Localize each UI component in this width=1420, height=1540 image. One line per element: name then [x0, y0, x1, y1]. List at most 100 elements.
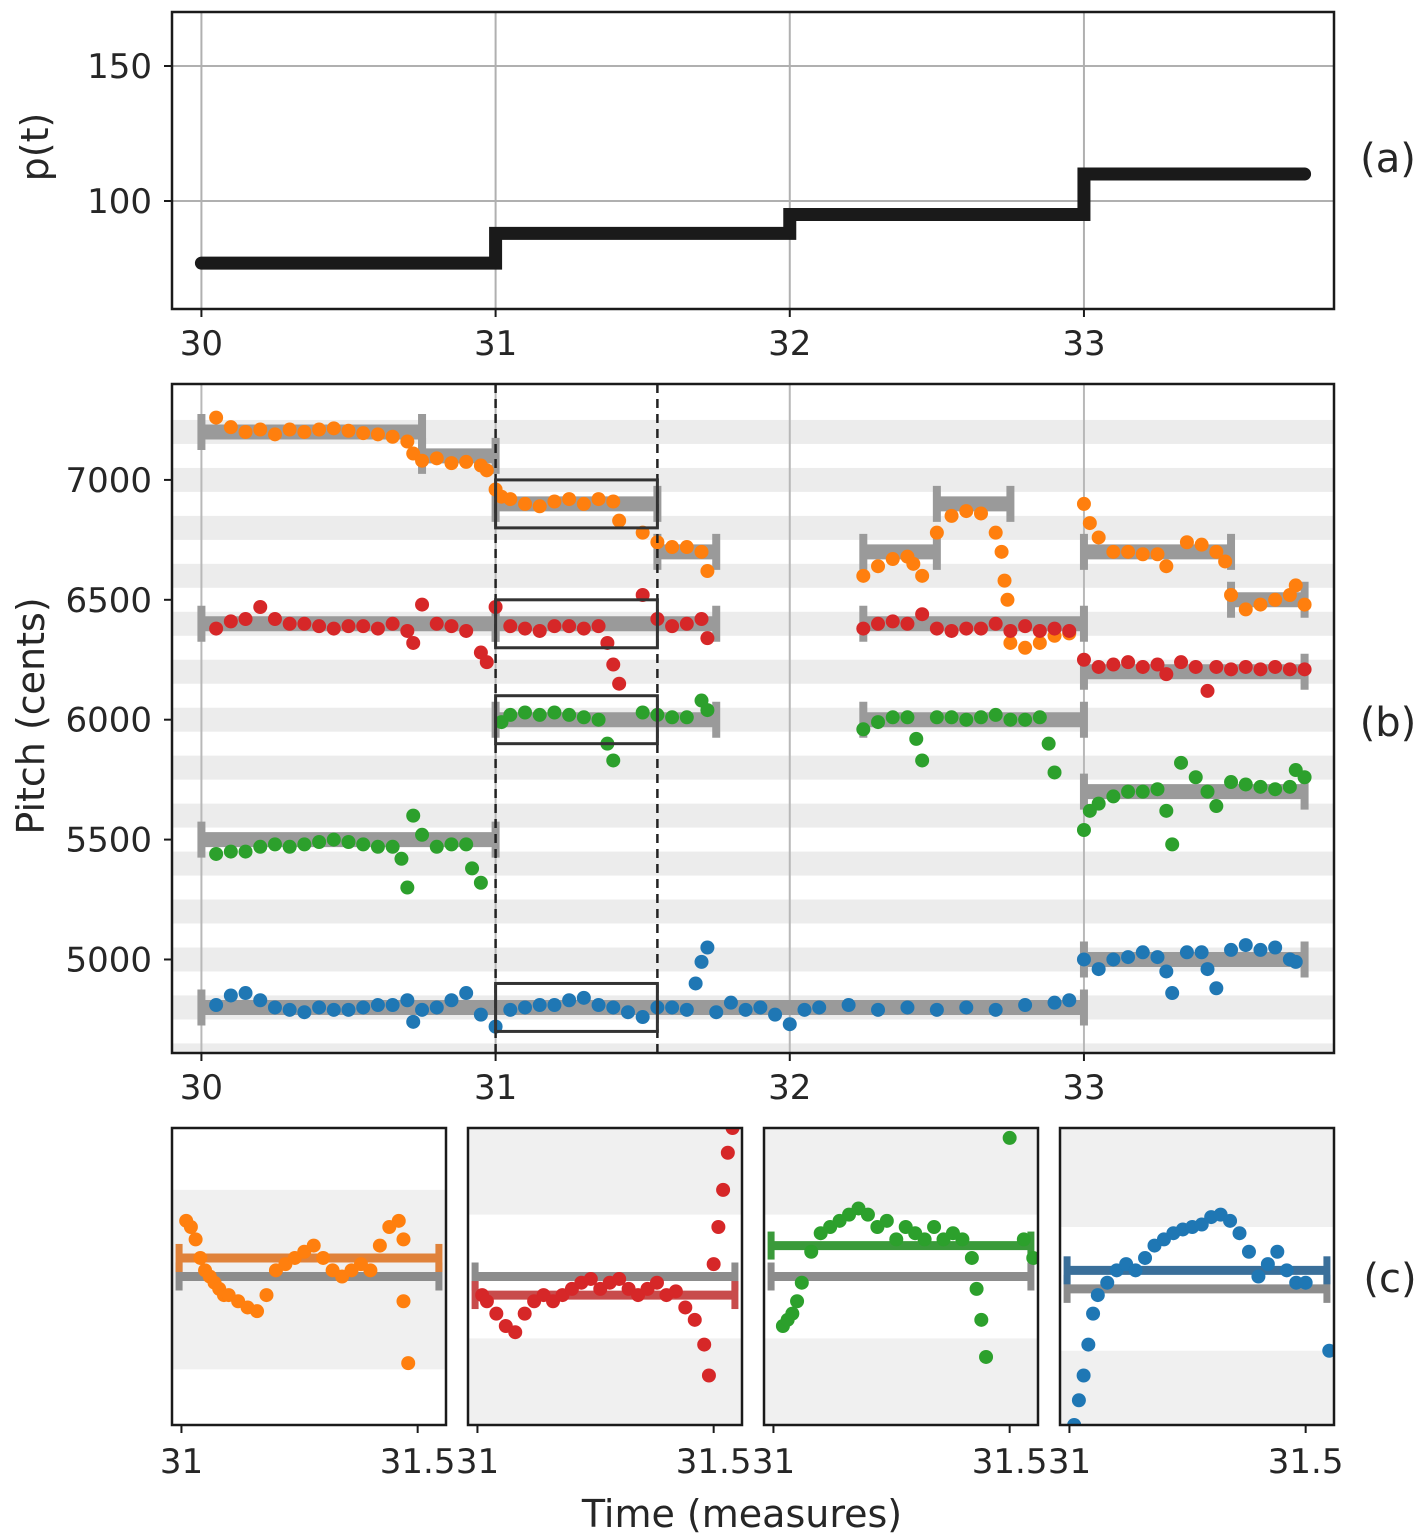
blue-zoom-pitch-point — [1279, 1263, 1294, 1278]
orange-zoom-pitch-point — [188, 1232, 203, 1247]
b-y-tick-label: 6500 — [65, 581, 152, 621]
red-zoom-pitch-point — [725, 1128, 740, 1135]
green-zoom-pitch-point — [889, 1232, 904, 1247]
red-pitch-point — [1209, 659, 1224, 674]
red-pitch-point — [885, 614, 900, 629]
panel-b-y-ticks: 5000 5500 6000 6500 7000 — [65, 461, 172, 980]
blue-pitch-point — [1159, 964, 1174, 979]
green-pitch-point — [1041, 736, 1056, 751]
red-pitch-point — [988, 616, 1003, 631]
green-zoom-pitch-point — [927, 1220, 942, 1234]
green-pitch-point — [1032, 710, 1047, 725]
blue-pitch-point — [606, 1000, 621, 1015]
red-pitch-point — [1003, 623, 1018, 638]
red-pitch-point — [356, 619, 371, 634]
red-pitch-point — [547, 619, 562, 634]
blue-zoom-pitch-point — [1298, 1275, 1313, 1290]
blue-pitch-point — [959, 1000, 974, 1015]
b-semitone-band — [172, 659, 1334, 684]
orange-pitch-point — [929, 525, 944, 540]
red-pitch-point — [1268, 659, 1283, 674]
blue-pitch-point — [518, 1000, 533, 1015]
subplot-x-tick-label: 31.5 — [380, 1442, 456, 1482]
blue-pitch-point — [591, 998, 606, 1013]
red-pitch-point — [1282, 662, 1297, 677]
subplot-x-tick-label: 31 — [160, 1442, 203, 1482]
subplot-x-tick-label: 31.5 — [972, 1442, 1048, 1482]
blue-pitch-point — [209, 998, 224, 1013]
blue-pitch-point — [370, 998, 385, 1013]
panel-a-tag: (a) — [1360, 136, 1416, 182]
subplot-plot-area — [468, 1128, 742, 1425]
blue-pitch-point — [753, 1000, 768, 1015]
orange-pitch-point — [988, 525, 1003, 540]
red-pitch-point — [429, 616, 444, 631]
blue-pitch-point — [576, 990, 591, 1005]
orange-pitch-point — [1091, 530, 1106, 545]
green-zoom-pitch-point — [1016, 1232, 1031, 1247]
red-zoom-pitch-point — [612, 1271, 627, 1286]
red-pitch-point — [406, 635, 421, 650]
blue-pitch-point — [356, 1000, 371, 1015]
blue-pitch-point — [415, 1002, 430, 1017]
blue-pitch-point — [503, 1002, 518, 1017]
red-pitch-point — [576, 621, 591, 636]
green-pitch-point — [473, 875, 488, 890]
highlight-box-blue — [494, 981, 659, 1033]
red-pitch-point — [267, 611, 282, 626]
panel-b-frame — [170, 382, 1336, 1055]
b-y-tick-label: 6000 — [65, 701, 152, 741]
orange-zoom-pitch-point — [193, 1250, 208, 1265]
orange-pitch-point — [1121, 544, 1136, 559]
red-pitch-point — [1062, 623, 1077, 638]
red-zoom-pitch-point — [517, 1306, 532, 1321]
red-pitch-point — [944, 623, 959, 638]
red-pitch-point — [532, 623, 547, 638]
panel-c-subplots: 31 31.5 31 31.5 31 31.5 31 31.5 — [160, 1126, 1344, 1482]
blue-zoom-pitch-point — [1090, 1288, 1105, 1303]
green-zoom-pitch-point — [955, 1232, 970, 1247]
green-pitch-point — [503, 707, 518, 722]
red-pitch-point — [223, 614, 238, 629]
green-pitch-point — [665, 710, 680, 725]
orange-pitch-point — [606, 494, 621, 509]
green-pitch-point — [1003, 712, 1018, 727]
blue-pitch-point — [723, 995, 738, 1010]
red-pitch-point — [479, 655, 494, 670]
subplot-plot-area — [1060, 1128, 1334, 1425]
b-semitone-band — [172, 563, 1334, 588]
blue-pitch-point — [473, 1007, 488, 1022]
blue-pitch-point — [341, 1002, 356, 1017]
blue-pitch-point — [1018, 998, 1033, 1013]
blue-pitch-point — [385, 998, 400, 1013]
blue-pitch-point — [282, 1002, 297, 1017]
green-pitch-point — [394, 851, 409, 866]
green-pitch-point — [1238, 777, 1253, 792]
highlight-box-orange — [494, 478, 659, 530]
green-pitch-point — [1018, 712, 1033, 727]
red-pitch-point — [1174, 655, 1189, 670]
blue-pitch-point — [1179, 945, 1194, 960]
orange-pitch-point — [1268, 592, 1283, 607]
green-zoom-pitch-point — [979, 1349, 994, 1364]
green-pitch-point — [1224, 775, 1239, 790]
b-semitone-band — [172, 899, 1334, 924]
blue-pitch-point — [1165, 986, 1180, 1001]
green-pitch-point — [959, 712, 974, 727]
green-pitch-point — [576, 710, 591, 725]
red-pitch-point — [1032, 623, 1047, 638]
blue-pitch-point — [841, 998, 856, 1013]
green-pitch-point — [591, 712, 606, 727]
orange-pitch-point — [1288, 578, 1303, 593]
orange-pitch-point — [1179, 535, 1194, 550]
pitch-track-red — [209, 588, 1312, 698]
red-pitch-point — [1121, 655, 1136, 670]
orange-pitch-point — [385, 429, 400, 444]
blue-pitch-point — [429, 1000, 444, 1015]
blue-pitch-point — [1224, 942, 1239, 957]
orange-pitch-point — [612, 513, 627, 528]
b-x-tick-label: 30 — [180, 1068, 223, 1108]
green-pitch-point — [459, 837, 474, 852]
orange-pitch-point — [1218, 554, 1233, 569]
